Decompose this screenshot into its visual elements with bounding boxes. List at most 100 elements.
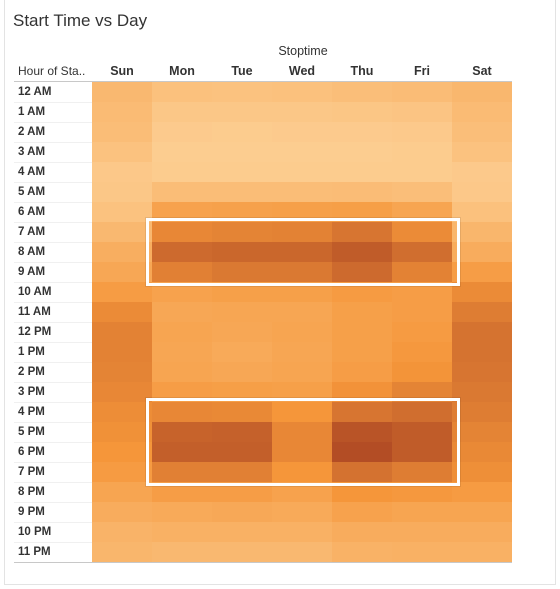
heatmap-cell-fri-6[interactable] (392, 202, 452, 222)
heatmap-cell-wed-11[interactable] (272, 302, 332, 322)
heatmap-cell-fri-9[interactable] (392, 262, 452, 282)
heatmap-cell-wed-0[interactable] (272, 82, 332, 102)
heatmap-cell-sun-23[interactable] (92, 542, 152, 562)
heatmap-cell-sun-14[interactable] (92, 362, 152, 382)
heatmap-cell-tue-11[interactable] (212, 302, 272, 322)
heatmap-cell-sun-20[interactable] (92, 482, 152, 502)
heatmap-cell-fri-11[interactable] (392, 302, 452, 322)
heatmap-cell-thu-17[interactable] (332, 422, 392, 442)
heatmap-cell-sun-17[interactable] (92, 422, 152, 442)
heatmap-cell-sun-22[interactable] (92, 522, 152, 542)
heatmap-cell-thu-13[interactable] (332, 342, 392, 362)
heatmap-cell-fri-14[interactable] (392, 362, 452, 382)
heatmap-cell-mon-20[interactable] (152, 482, 212, 502)
heatmap-cell-mon-2[interactable] (152, 122, 212, 142)
heatmap-cell-sat-17[interactable] (452, 422, 512, 442)
heatmap-cell-sat-5[interactable] (452, 182, 512, 202)
heatmap-cell-tue-18[interactable] (212, 442, 272, 462)
heatmap-cell-sun-1[interactable] (92, 102, 152, 122)
heatmap-cell-wed-2[interactable] (272, 122, 332, 142)
heatmap-cell-thu-18[interactable] (332, 442, 392, 462)
heatmap-cell-fri-18[interactable] (392, 442, 452, 462)
heatmap-cell-tue-9[interactable] (212, 262, 272, 282)
heatmap-cell-wed-18[interactable] (272, 442, 332, 462)
heatmap-cell-wed-23[interactable] (272, 542, 332, 562)
heatmap-cell-thu-9[interactable] (332, 262, 392, 282)
heatmap-cell-tue-20[interactable] (212, 482, 272, 502)
heatmap-cell-sun-2[interactable] (92, 122, 152, 142)
heatmap-cell-thu-4[interactable] (332, 162, 392, 182)
heatmap-cell-fri-22[interactable] (392, 522, 452, 542)
heatmap-cell-mon-3[interactable] (152, 142, 212, 162)
heatmap-cell-fri-12[interactable] (392, 322, 452, 342)
heatmap-cell-tue-10[interactable] (212, 282, 272, 302)
heatmap-cell-wed-4[interactable] (272, 162, 332, 182)
heatmap-cell-sat-1[interactable] (452, 102, 512, 122)
heatmap-cell-tue-5[interactable] (212, 182, 272, 202)
heatmap-cell-sun-16[interactable] (92, 402, 152, 422)
heatmap-cell-mon-0[interactable] (152, 82, 212, 102)
heatmap-cell-tue-21[interactable] (212, 502, 272, 522)
heatmap-cell-tue-16[interactable] (212, 402, 272, 422)
heatmap-cell-tue-23[interactable] (212, 542, 272, 562)
heatmap-cell-tue-8[interactable] (212, 242, 272, 262)
heatmap-cell-tue-15[interactable] (212, 382, 272, 402)
heatmap-cell-mon-5[interactable] (152, 182, 212, 202)
heatmap-cell-mon-9[interactable] (152, 262, 212, 282)
heatmap-cell-wed-5[interactable] (272, 182, 332, 202)
heatmap-cell-fri-16[interactable] (392, 402, 452, 422)
heatmap-cell-mon-10[interactable] (152, 282, 212, 302)
heatmap-cell-tue-22[interactable] (212, 522, 272, 542)
heatmap-cell-sun-21[interactable] (92, 502, 152, 522)
heatmap-cell-sun-7[interactable] (92, 222, 152, 242)
heatmap-cell-wed-8[interactable] (272, 242, 332, 262)
heatmap-cell-mon-22[interactable] (152, 522, 212, 542)
heatmap-cell-sun-3[interactable] (92, 142, 152, 162)
heatmap-cell-fri-1[interactable] (392, 102, 452, 122)
heatmap-cell-thu-23[interactable] (332, 542, 392, 562)
heatmap-cell-wed-14[interactable] (272, 362, 332, 382)
row-axis-header[interactable]: Hour of Sta.. (18, 64, 86, 78)
heatmap-cell-mon-8[interactable] (152, 242, 212, 262)
heatmap-cell-sat-15[interactable] (452, 382, 512, 402)
heatmap-cell-mon-21[interactable] (152, 502, 212, 522)
heatmap-cell-fri-7[interactable] (392, 222, 452, 242)
heatmap-cell-thu-3[interactable] (332, 142, 392, 162)
heatmap-cell-sun-15[interactable] (92, 382, 152, 402)
heatmap-cell-wed-17[interactable] (272, 422, 332, 442)
heatmap-cell-wed-3[interactable] (272, 142, 332, 162)
heatmap-cell-sat-16[interactable] (452, 402, 512, 422)
heatmap-cell-tue-0[interactable] (212, 82, 272, 102)
heatmap-cell-thu-16[interactable] (332, 402, 392, 422)
heatmap-cell-sat-18[interactable] (452, 442, 512, 462)
heatmap-cell-thu-14[interactable] (332, 362, 392, 382)
heatmap-cell-fri-21[interactable] (392, 502, 452, 522)
heatmap-cell-mon-4[interactable] (152, 162, 212, 182)
heatmap-cell-fri-17[interactable] (392, 422, 452, 442)
heatmap-cell-tue-2[interactable] (212, 122, 272, 142)
heatmap-cell-thu-2[interactable] (332, 122, 392, 142)
heatmap-cell-tue-17[interactable] (212, 422, 272, 442)
heatmap-cell-fri-4[interactable] (392, 162, 452, 182)
heatmap-cell-sun-5[interactable] (92, 182, 152, 202)
heatmap-cell-sat-7[interactable] (452, 222, 512, 242)
heatmap-cell-wed-6[interactable] (272, 202, 332, 222)
heatmap-cell-sat-6[interactable] (452, 202, 512, 222)
heatmap-cell-thu-22[interactable] (332, 522, 392, 542)
heatmap-cell-tue-4[interactable] (212, 162, 272, 182)
heatmap-cell-wed-12[interactable] (272, 322, 332, 342)
heatmap-cell-thu-21[interactable] (332, 502, 392, 522)
heatmap-cell-fri-5[interactable] (392, 182, 452, 202)
heatmap-cell-wed-10[interactable] (272, 282, 332, 302)
heatmap-cell-sat-14[interactable] (452, 362, 512, 382)
heatmap-cell-wed-16[interactable] (272, 402, 332, 422)
heatmap-cell-thu-1[interactable] (332, 102, 392, 122)
heatmap-cell-mon-16[interactable] (152, 402, 212, 422)
heatmap-cell-mon-13[interactable] (152, 342, 212, 362)
heatmap-cell-fri-23[interactable] (392, 542, 452, 562)
heatmap-cell-mon-1[interactable] (152, 102, 212, 122)
heatmap-cell-thu-7[interactable] (332, 222, 392, 242)
heatmap-cell-wed-19[interactable] (272, 462, 332, 482)
heatmap-cell-sat-20[interactable] (452, 482, 512, 502)
heatmap-cell-sun-12[interactable] (92, 322, 152, 342)
